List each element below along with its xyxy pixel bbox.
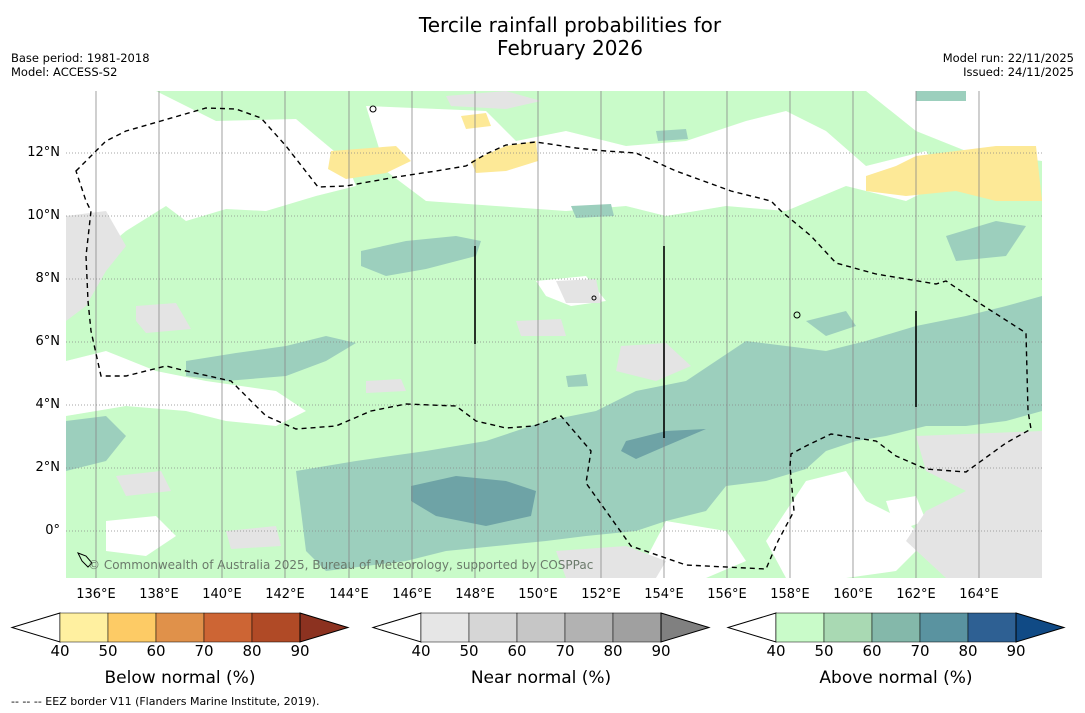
meta-right: Model run: 22/11/2025 Issued: 24/11/2025	[943, 51, 1074, 79]
lat-label-10n: 10°N	[27, 208, 60, 223]
near-color-3	[564, 612, 614, 643]
meta-left: Base period: 1981-2018 Model: ACCESS-S2	[11, 51, 150, 79]
near-tick-40: 40	[411, 642, 431, 660]
below-tick-40: 40	[50, 642, 70, 660]
below-color-0	[59, 612, 109, 643]
above-upper-extend	[1015, 612, 1066, 643]
below-tick-80: 80	[242, 642, 262, 660]
near-tick-60: 60	[507, 642, 527, 660]
above-color-3	[919, 612, 969, 643]
below-tick-90: 90	[290, 642, 310, 660]
near-color-2	[516, 612, 566, 643]
below-normal-areas	[328, 113, 1042, 201]
lon-label-138e: 138°E	[139, 587, 179, 602]
near-tick-70: 70	[555, 642, 575, 660]
lon-label-148e: 148°E	[455, 587, 495, 602]
gridlines	[95, 91, 980, 578]
near-lower-extend	[371, 612, 422, 643]
base-period: Base period: 1981-2018	[11, 51, 150, 65]
below-tick-60: 60	[146, 642, 166, 660]
near-colorbar-title: Near normal (%)	[470, 668, 612, 688]
above-tick-90: 90	[1006, 642, 1026, 660]
lon-label-158e: 158°E	[770, 587, 810, 602]
above-colorbar-title: Above normal (%)	[819, 668, 973, 688]
colorbar-above	[726, 612, 1066, 643]
above-tick-40: 40	[766, 642, 786, 660]
lon-label-154e: 154°E	[644, 587, 684, 602]
boundary-lines	[474, 246, 917, 438]
near-tick-90: 90	[651, 642, 671, 660]
above-tick-50: 50	[814, 642, 834, 660]
lat-label-6n: 6°N	[35, 334, 61, 349]
lon-label-136e: 136°E	[76, 587, 116, 602]
lat-label-2n: 2°N	[35, 460, 61, 475]
lat-gridlines	[66, 152, 1042, 532]
issued-date: Issued: 24/11/2025	[963, 65, 1074, 79]
below-color-2	[155, 612, 205, 643]
title-line-1: Tercile rainfall probabilities for	[418, 13, 722, 37]
near-color-1	[468, 612, 518, 643]
near-color-0	[420, 612, 470, 643]
below-color-1	[107, 612, 157, 643]
lon-label-144e: 144°E	[329, 587, 369, 602]
below-upper-extend	[299, 612, 350, 643]
lon-label-152e: 152°E	[581, 587, 621, 602]
lon-label-162e: 162°E	[896, 587, 936, 602]
model-name: Model: ACCESS-S2	[11, 65, 118, 79]
above-color-4	[967, 612, 1017, 643]
islands	[76, 105, 801, 568]
above-color-2	[871, 612, 921, 643]
lon-label-156e: 156°E	[707, 587, 747, 602]
above-lower-extend	[726, 612, 777, 643]
near-color-4	[612, 612, 662, 643]
above-normal-60-areas	[411, 429, 706, 526]
white-areas	[66, 91, 1042, 578]
near-tick-50: 50	[459, 642, 479, 660]
below-tick-50: 50	[98, 642, 118, 660]
colorbar-below	[10, 612, 350, 643]
above-tick-70: 70	[910, 642, 930, 660]
map-title: Tercile rainfall probabilities for Febru…	[0, 14, 1085, 60]
lon-label-160e: 160°E	[833, 587, 873, 602]
below-colorbar-title: Below normal (%)	[104, 668, 256, 688]
map-panel	[66, 91, 1042, 578]
below-color-3	[203, 612, 253, 643]
lon-label-140e: 140°E	[202, 587, 242, 602]
title-line-2: February 2026	[497, 36, 643, 60]
below-tick-70: 70	[194, 642, 214, 660]
near-upper-extend	[660, 612, 711, 643]
colorbars-svg	[10, 612, 1066, 643]
lat-label-8n: 8°N	[35, 271, 61, 286]
map-svg	[66, 91, 1042, 578]
lat-label-12n: 12°N	[27, 145, 60, 160]
lon-label-142e: 142°E	[265, 587, 305, 602]
near-tick-80: 80	[603, 642, 623, 660]
above-tick-60: 60	[862, 642, 882, 660]
model-run: Model run: 22/11/2025	[942, 51, 1074, 65]
lat-label-4n: 4°N	[35, 397, 61, 412]
lon-label-150e: 150°E	[518, 587, 558, 602]
colorbar-near	[371, 612, 711, 643]
above-color-1	[823, 612, 873, 643]
lon-label-164e: 164°E	[959, 587, 999, 602]
eez-borders	[75, 107, 1032, 570]
below-color-4	[251, 612, 301, 643]
below-lower-extend	[10, 612, 61, 643]
above-tick-80: 80	[958, 642, 978, 660]
lat-label-0: 0°	[45, 523, 60, 538]
eez-footnote: -- -- -- EEZ border V11 (Flanders Marine…	[11, 695, 320, 708]
copyright-notice: © Commonwealth of Australia 2025, Bureau…	[88, 558, 594, 572]
above-color-0	[775, 612, 825, 643]
lon-label-146e: 146°E	[392, 587, 432, 602]
